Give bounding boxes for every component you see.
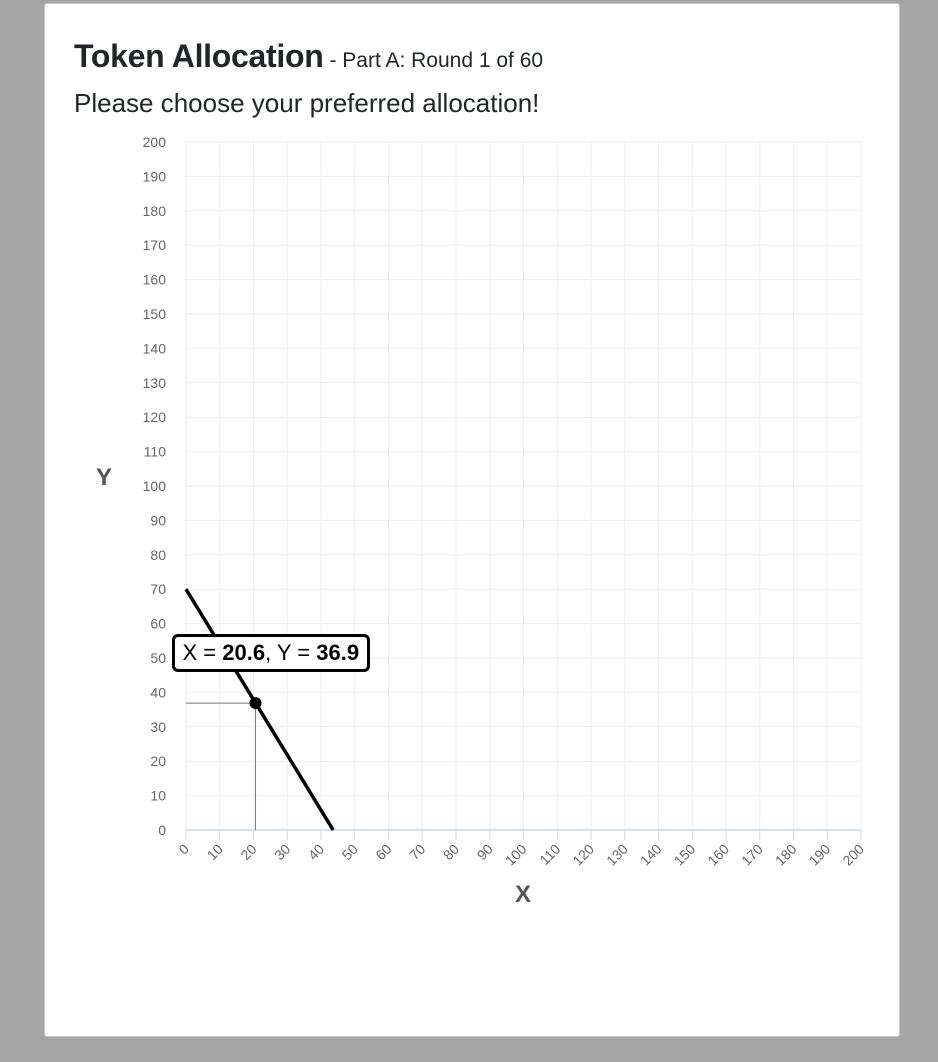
y-tick-label: 150 — [143, 306, 167, 322]
x-tick-label: 170 — [738, 841, 766, 869]
y-axis-label: Y — [96, 464, 112, 491]
y-tick-label: 110 — [144, 444, 167, 460]
x-tick-label: 70 — [406, 841, 428, 863]
y-tick-label: 80 — [150, 547, 166, 563]
y-tick-label: 180 — [143, 203, 167, 219]
instruction-text: Please choose your preferred allocation! — [74, 88, 540, 118]
round-indicator: - Part A: Round 1 of 60 — [329, 49, 544, 72]
x-tick-label: 90 — [474, 841, 496, 863]
x-tick-label: 110 — [536, 841, 563, 868]
x-tick-label: 80 — [440, 841, 462, 863]
x-tick-label: 20 — [237, 841, 259, 863]
tooltip-x-value: 20.6 — [222, 640, 266, 666]
series-layer[interactable] — [184, 588, 335, 831]
x-axis-ticks: 0 10 20 30 40 50 60 70 80 90 100 110 120 130 140 150 160… — [175, 841, 867, 869]
y-tick-label: 70 — [150, 581, 166, 597]
x-tick-label: 40 — [305, 841, 327, 863]
x-tick-label: 100 — [502, 841, 530, 869]
page-title: Token Allocation - Part A: Round 1 of 60 — [74, 38, 543, 75]
y-tick-label: 60 — [150, 616, 166, 632]
x-tick-label: 180 — [772, 841, 800, 869]
selected-point-marker[interactable] — [249, 697, 262, 710]
budget-line[interactable] — [184, 588, 335, 831]
x-tick-label: 10 — [204, 841, 226, 863]
x-tick-label: 30 — [271, 841, 293, 863]
y-tick-label: 200 — [143, 134, 167, 150]
x-axis-label: X — [515, 881, 531, 908]
selection-tooltip: X = 20.6, Y = 36.9 — [171, 634, 371, 673]
tooltip-x-prefix: X = — [182, 640, 223, 666]
y-tick-label: 130 — [143, 375, 167, 391]
y-tick-label: 30 — [150, 719, 166, 735]
y-axis-ticks: 0 10 20 30 40 50 60 70 80 90 100 110 120 130 140 150 160… — [143, 134, 167, 838]
x-tick-label: 140 — [637, 841, 665, 869]
y-tick-label: 0 — [158, 822, 166, 838]
title-main: Token Allocation — [74, 38, 324, 74]
chart-axes — [185, 829, 862, 840]
x-tick-label: 190 — [806, 841, 834, 869]
tooltip-y-prefix: , Y = — [265, 640, 317, 666]
y-tick-label: 100 — [143, 478, 167, 494]
x-tick-label: 130 — [603, 841, 631, 869]
y-tick-label: 190 — [143, 168, 167, 184]
y-tick-label: 40 — [150, 684, 166, 700]
x-tick-label: 0 — [175, 841, 192, 858]
y-tick-label: 120 — [143, 409, 167, 425]
x-tick-label: 150 — [671, 841, 699, 869]
y-tick-label: 50 — [150, 650, 166, 666]
x-tick-label: 160 — [704, 841, 732, 869]
y-tick-label: 160 — [143, 272, 167, 288]
x-tick-label: 60 — [372, 841, 394, 863]
y-tick-label: 10 — [150, 788, 166, 804]
tooltip-y-value: 36.9 — [316, 640, 360, 666]
y-tick-label: 90 — [150, 512, 166, 528]
x-tick-label: 50 — [339, 841, 361, 863]
y-tick-label: 20 — [150, 753, 166, 769]
x-tick-label: 120 — [569, 841, 597, 869]
chart-grid — [185, 141, 862, 831]
x-tick-label: 200 — [839, 841, 867, 869]
y-tick-label: 140 — [143, 340, 167, 356]
y-tick-label: 170 — [143, 237, 167, 253]
